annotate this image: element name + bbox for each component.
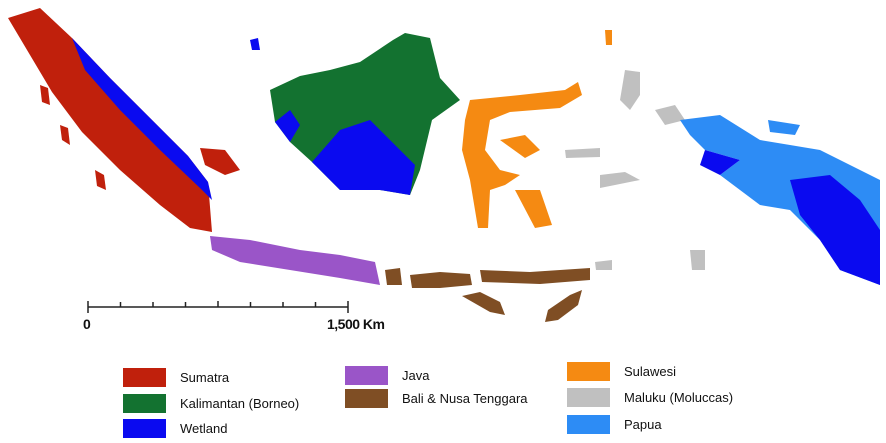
legend-swatch bbox=[123, 394, 166, 413]
legend-swatch bbox=[567, 415, 610, 434]
legend-item-wetland: Wetland bbox=[123, 419, 227, 438]
legend-item-papua: Papua bbox=[567, 415, 662, 434]
region-papua bbox=[680, 115, 880, 285]
legend-label: Kalimantan (Borneo) bbox=[180, 396, 300, 411]
scale-bar bbox=[87, 301, 349, 313]
legend-label: Bali & Nusa Tenggara bbox=[402, 391, 528, 406]
region-maluku bbox=[565, 70, 705, 270]
region-sulawesi bbox=[462, 30, 612, 228]
legend-item-sulawesi: Sulawesi bbox=[567, 362, 676, 381]
legend-label: Sumatra bbox=[180, 370, 230, 385]
legend-swatch bbox=[567, 388, 610, 407]
legend-swatch bbox=[567, 362, 610, 381]
region-kalimantan bbox=[250, 33, 460, 195]
legend-label: Java bbox=[402, 368, 430, 383]
legend-swatch bbox=[345, 366, 388, 385]
legend-label: Wetland bbox=[180, 421, 228, 436]
region-java bbox=[210, 236, 380, 285]
legend-label: Maluku (Moluccas) bbox=[624, 390, 734, 405]
legend-item-maluku: Maluku (Moluccas) bbox=[567, 388, 733, 407]
scale-end-label: 1,500 Km bbox=[327, 316, 385, 332]
legend-swatch bbox=[123, 368, 166, 387]
legend-item-sumatra: Sumatra bbox=[123, 368, 229, 387]
legend-item-java: Java bbox=[345, 366, 429, 385]
legend-label: Sulawesi bbox=[624, 364, 677, 379]
legend-item-bali-nusa-tenggara: Bali & Nusa Tenggara bbox=[345, 389, 528, 408]
scale-start-label: 0 bbox=[83, 316, 91, 332]
region-sumatra bbox=[8, 8, 240, 232]
legend-swatch bbox=[123, 419, 166, 438]
region-bali-nusa-tenggara bbox=[385, 268, 590, 322]
legend-item-kalimantan: Kalimantan (Borneo) bbox=[123, 394, 299, 413]
legend-label: Papua bbox=[624, 417, 662, 432]
legend-swatch bbox=[345, 389, 388, 408]
